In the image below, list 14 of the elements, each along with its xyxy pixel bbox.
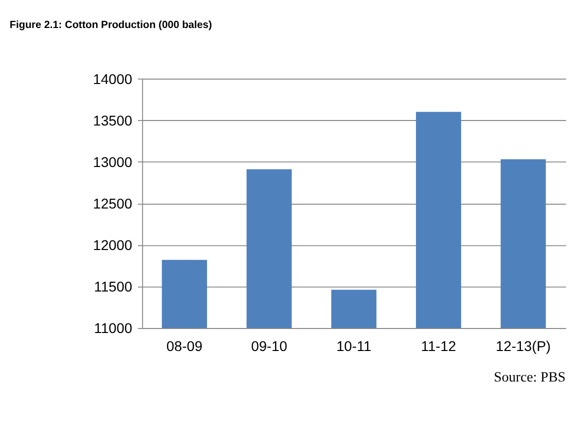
- y-tick-label: 14000: [92, 70, 132, 87]
- x-tick-label: 12-13(P): [496, 338, 551, 354]
- y-tick-label: 13000: [92, 154, 132, 170]
- x-tick-label: 11-12: [421, 338, 456, 354]
- x-tick-label: 08-09: [166, 338, 203, 354]
- y-tick-label: 13500: [92, 112, 132, 128]
- x-tick-label: 09-10: [251, 338, 288, 354]
- chart-title: Figure 2.1: Cotton Production (000 bales): [10, 20, 212, 31]
- source-note: Source: PBS: [494, 370, 566, 386]
- y-tick-label: 12500: [92, 196, 132, 212]
- y-tick-label: 12000: [92, 237, 132, 254]
- x-tick-label: 10-11: [336, 338, 372, 354]
- y-tick-label: 11500: [94, 278, 132, 295]
- y-tick-label: 11000: [94, 320, 132, 336]
